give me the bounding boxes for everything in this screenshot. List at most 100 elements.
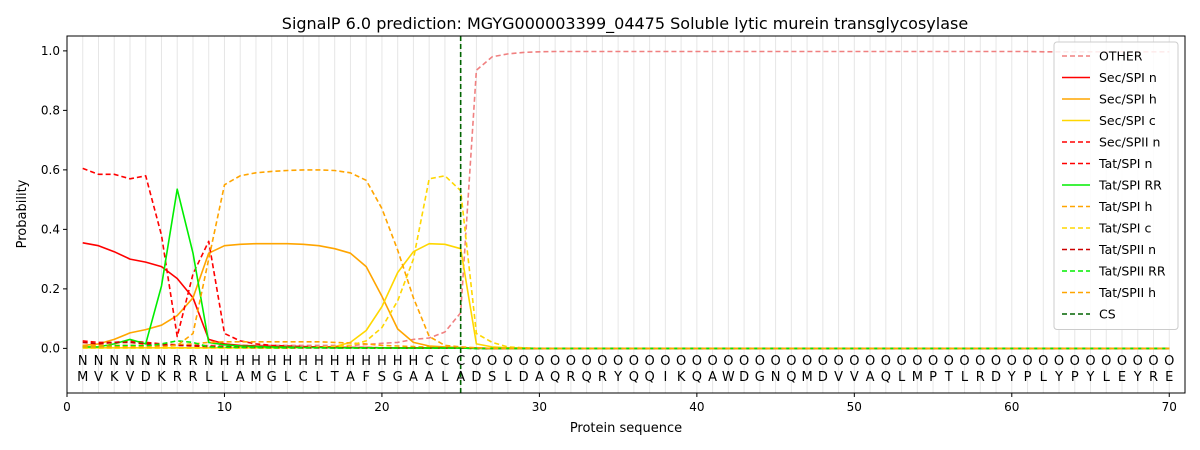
residue-label: M [801,370,812,385]
residue-label: L [1040,370,1048,385]
x-tick-label: 60 [1004,400,1019,414]
residue-label: A [866,370,875,385]
region-label: O [770,354,780,369]
region-label: O [786,354,796,369]
residue-label: N [771,370,781,385]
region-label: O [723,354,733,369]
region-label: O [959,354,969,369]
y-axis-ticks: 0.0 0.2 0.4 0.6 0.8 1.0 [41,44,67,355]
residue-label: Y [1133,370,1142,385]
region-label: H [298,354,308,369]
region-label: O [865,354,875,369]
residue-label: L [205,370,213,385]
legend-label: Tat/SPII RR [1098,264,1166,279]
legend-label: Tat/SPI RR [1098,178,1162,193]
residue-label: Q [629,370,639,385]
residue-label: R [173,370,182,385]
region-label: O [802,354,812,369]
region-label: H [393,354,403,369]
residue-label: V [126,370,135,385]
region-label: O [613,354,623,369]
residue-label: T [330,370,339,385]
region-label: O [818,354,828,369]
region-label: R [173,354,182,369]
residue-label: A [236,370,245,385]
residue-label: D [519,370,529,385]
region-label: N [204,354,214,369]
x-axis-ticks: 0 10 20 30 40 50 60 70 [63,393,1177,414]
residue-label: D [471,370,481,385]
region-label: O [487,354,497,369]
region-label: O [896,354,906,369]
residue-label: L [441,370,449,385]
y-tick-label: 0.0 [41,341,60,355]
residue-label: V [834,370,843,385]
region-label: O [1101,354,1111,369]
legend-label: CS [1099,307,1116,322]
residue-label: Q [786,370,796,385]
residue-label: D [991,370,1001,385]
legend-label: Tat/SPII h [1098,285,1156,300]
residue-label: S [378,370,386,385]
residue-label: R [598,370,607,385]
legend: OTHER Sec/SPI n Sec/SPI h Sec/SPI c Sec/SPII… [1053,41,1179,330]
sequence-layer: NMNVNKNVNDNKRRRRNLHLHAHMHGHLHCHLHTHAHFHS… [77,354,1174,385]
region-label: O [739,354,749,369]
region-label: N [125,354,135,369]
residue-label: Q [881,370,891,385]
region-label: O [660,354,670,369]
series-layer [82,50,1170,350]
legend-label: Tat/SPII n [1098,242,1156,257]
residue-label: A [708,370,717,385]
x-tick-label: 10 [217,400,232,414]
x-tick-label: 20 [374,400,389,414]
y-tick-label: 0.4 [41,222,60,236]
residue-label: L [898,370,906,385]
region-label: H [330,354,340,369]
region-label: O [1117,354,1127,369]
residue-label: F [362,370,369,385]
residue-label: A [346,370,355,385]
series-line-sec-spi-c [82,242,1170,350]
residue-label: M [77,370,88,385]
residue-label: R [188,370,197,385]
series-line-sec-spii-n [82,167,1170,350]
series-line-tat-spi-c [82,175,1170,350]
residue-label: I [663,370,667,385]
region-label: O [1054,354,1064,369]
region-label: O [471,354,481,369]
residue-label: L [315,370,323,385]
region-label: O [707,354,717,369]
residue-label: Y [613,370,622,385]
y-tick-label: 0.2 [41,282,60,296]
region-label: H [283,354,293,369]
region-label: O [566,354,576,369]
x-tick-label: 30 [532,400,547,414]
region-label: O [1038,354,1048,369]
residue-label: R [1149,370,1158,385]
residue-label: L [504,370,512,385]
region-label: O [629,354,639,369]
x-tick-label: 0 [63,400,71,414]
legend-box [1053,41,1179,330]
grid-lines [82,36,1170,393]
region-label: H [377,354,387,369]
region-label: O [1070,354,1080,369]
residue-label: T [944,370,953,385]
series-line-sec-spi-n [82,242,1170,350]
region-label: O [991,354,1001,369]
residue-label: A [425,370,434,385]
x-tick-label: 50 [847,400,862,414]
residue-label: R [566,370,575,385]
region-label: O [1085,354,1095,369]
residue-label: S [488,370,496,385]
region-label: H [235,354,245,369]
series-line-other [82,50,1170,347]
x-axis-label: Protein sequence [570,421,682,436]
region-label: O [833,354,843,369]
region-label: O [944,354,954,369]
legend-label: OTHER [1099,49,1143,64]
region-label: O [1022,354,1032,369]
region-label: O [928,354,938,369]
